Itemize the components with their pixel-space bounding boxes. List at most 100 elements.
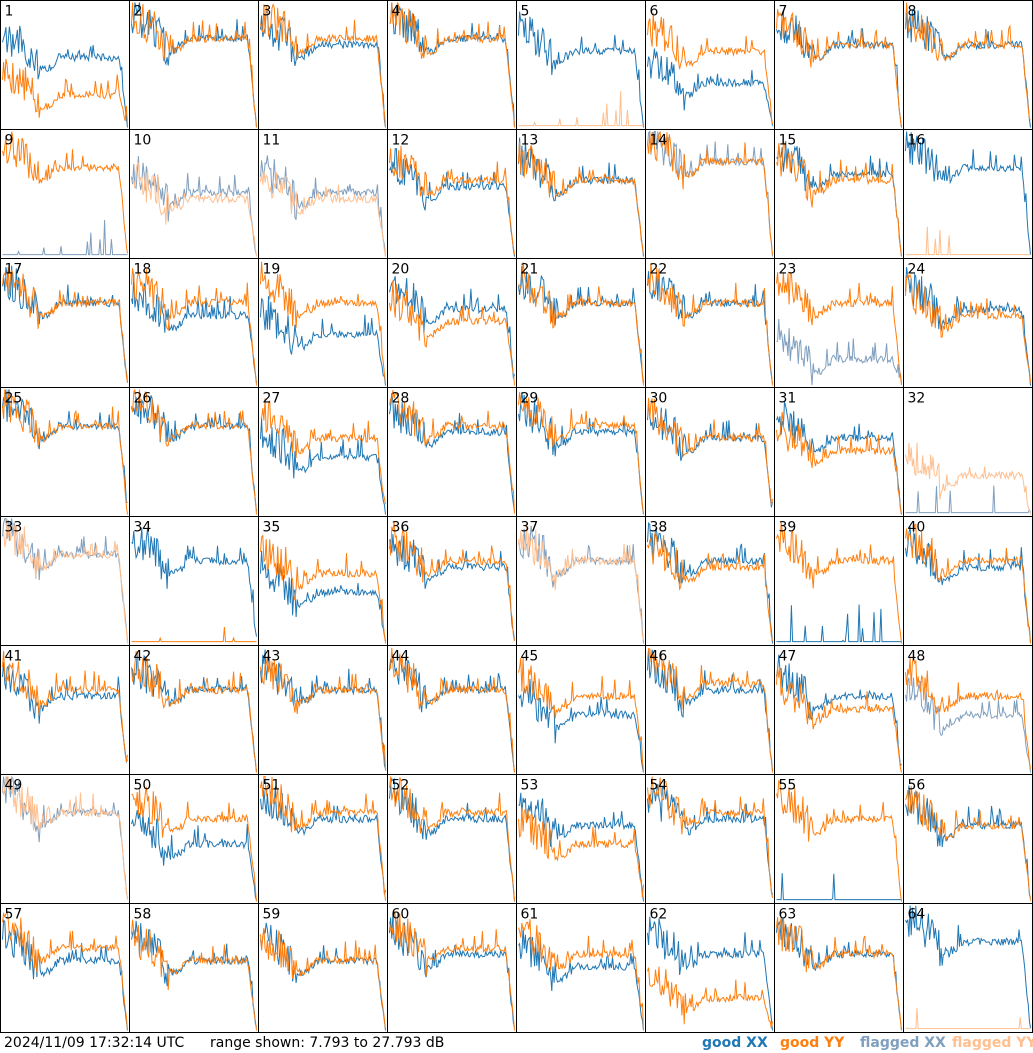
panel-45: 45 bbox=[516, 645, 646, 775]
panel-label: 44 bbox=[392, 649, 410, 665]
panel-11: 11 bbox=[258, 129, 388, 259]
panel-frame bbox=[903, 129, 1033, 259]
panel-label: 64 bbox=[908, 907, 926, 923]
series-good-yy bbox=[131, 919, 257, 1031]
series-good-xx bbox=[776, 873, 902, 901]
series-good-xx bbox=[260, 550, 386, 642]
series-good-yy bbox=[647, 776, 773, 898]
series-good-yy bbox=[776, 780, 902, 902]
panel-label: 56 bbox=[908, 778, 926, 794]
series-good-yy bbox=[647, 647, 773, 773]
series-good-yy bbox=[776, 917, 902, 1031]
series-good-xx bbox=[389, 392, 515, 512]
panel-frame bbox=[129, 645, 259, 775]
series-good-xx bbox=[776, 604, 902, 643]
series-good-xx bbox=[2, 25, 128, 128]
panel-label: 57 bbox=[5, 907, 23, 923]
panel-4: 4 bbox=[387, 0, 517, 130]
series-good-xx bbox=[131, 391, 257, 512]
panel-label: 20 bbox=[392, 262, 410, 278]
panel-42: 42 bbox=[129, 645, 259, 775]
series-flagged-yy bbox=[905, 1008, 1031, 1030]
panel-frame bbox=[129, 903, 259, 1033]
legend-good-yy: good YY bbox=[780, 1035, 845, 1051]
series-flagged-xx bbox=[131, 156, 257, 256]
panel-label: 12 bbox=[392, 133, 410, 149]
panel-label: 28 bbox=[392, 391, 410, 407]
panel-47: 47 bbox=[774, 645, 904, 775]
series-flagged-xx bbox=[776, 318, 902, 386]
panel-22: 22 bbox=[645, 258, 775, 388]
panel-50: 50 bbox=[129, 774, 259, 904]
panel-frame bbox=[645, 645, 775, 775]
series-good-yy bbox=[647, 966, 773, 1029]
series-good-yy bbox=[260, 3, 386, 128]
panel-8: 8 bbox=[903, 0, 1033, 130]
series-good-xx bbox=[518, 678, 644, 773]
series-flagged-xx bbox=[260, 155, 386, 257]
panel-15: 15 bbox=[774, 129, 904, 259]
panel-frame bbox=[903, 774, 1033, 904]
series-good-yy bbox=[518, 919, 644, 1031]
panel-label: 62 bbox=[650, 907, 668, 923]
panel-57: 57 bbox=[0, 903, 130, 1033]
panel-label: 46 bbox=[650, 649, 668, 665]
legend-good-xx: good XX bbox=[702, 1035, 768, 1051]
series-good-yy bbox=[518, 392, 644, 515]
series-good-yy bbox=[260, 261, 386, 384]
series-flagged-yy bbox=[260, 170, 386, 257]
panel-18: 18 bbox=[129, 258, 259, 388]
series-good-xx bbox=[647, 916, 773, 1031]
series-flagged-xx bbox=[518, 525, 644, 644]
series-good-xx bbox=[518, 391, 644, 515]
series-good-yy bbox=[131, 2, 257, 128]
series-good-yy bbox=[905, 786, 1031, 901]
panel-frame bbox=[0, 258, 130, 388]
panel-frame bbox=[387, 645, 517, 775]
panel-61: 61 bbox=[516, 903, 646, 1033]
panel-label: 2 bbox=[134, 4, 143, 20]
series-good-yy bbox=[389, 280, 515, 386]
panel-label: 40 bbox=[908, 520, 926, 536]
panel-16: 16 bbox=[903, 129, 1033, 259]
series-good-xx bbox=[131, 527, 257, 637]
series-good-yy bbox=[647, 531, 773, 642]
series-good-yy bbox=[2, 389, 128, 515]
series-good-yy bbox=[905, 272, 1031, 383]
panel-frame bbox=[387, 387, 517, 517]
panel-label: 55 bbox=[779, 778, 797, 794]
panel-label: 9 bbox=[5, 133, 14, 149]
panel-label: 5 bbox=[521, 4, 530, 20]
panel-frame bbox=[0, 129, 130, 259]
panel-label: 3 bbox=[263, 4, 272, 20]
series-good-xx bbox=[776, 141, 902, 257]
legend-flagged-yy: flagged YY bbox=[952, 1035, 1033, 1051]
status-footer: 2024/11/09 17:32:14 UTC range shown: 7.7… bbox=[0, 1033, 1033, 1053]
panel-27: 27 bbox=[258, 387, 388, 517]
panel-52: 52 bbox=[387, 774, 517, 904]
panel-label: 49 bbox=[5, 778, 23, 794]
timestamp: 2024/11/09 17:32:14 UTC bbox=[4, 1035, 185, 1051]
series-good-yy bbox=[131, 268, 257, 386]
panel-30: 30 bbox=[645, 387, 775, 517]
series-good-yy bbox=[647, 397, 773, 506]
panel-41: 41 bbox=[0, 645, 130, 775]
series-good-yy bbox=[131, 651, 257, 773]
series-good-xx bbox=[260, 649, 386, 769]
panel-31: 31 bbox=[774, 387, 904, 517]
panel-label: 23 bbox=[779, 262, 797, 278]
panel-label: 51 bbox=[263, 778, 281, 794]
series-flagged-yy bbox=[905, 442, 1031, 515]
series-good-xx bbox=[131, 2, 257, 128]
panel-label: 18 bbox=[134, 262, 152, 278]
panel-frame bbox=[774, 774, 904, 904]
panel-label: 10 bbox=[134, 133, 152, 149]
panel-label: 32 bbox=[908, 391, 926, 407]
panel-62: 62 bbox=[645, 903, 775, 1033]
panel-frame bbox=[129, 387, 259, 517]
panel-frame bbox=[129, 516, 259, 646]
panel-frame bbox=[387, 129, 517, 259]
panel-29: 29 bbox=[516, 387, 646, 517]
series-good-xx bbox=[389, 276, 515, 379]
